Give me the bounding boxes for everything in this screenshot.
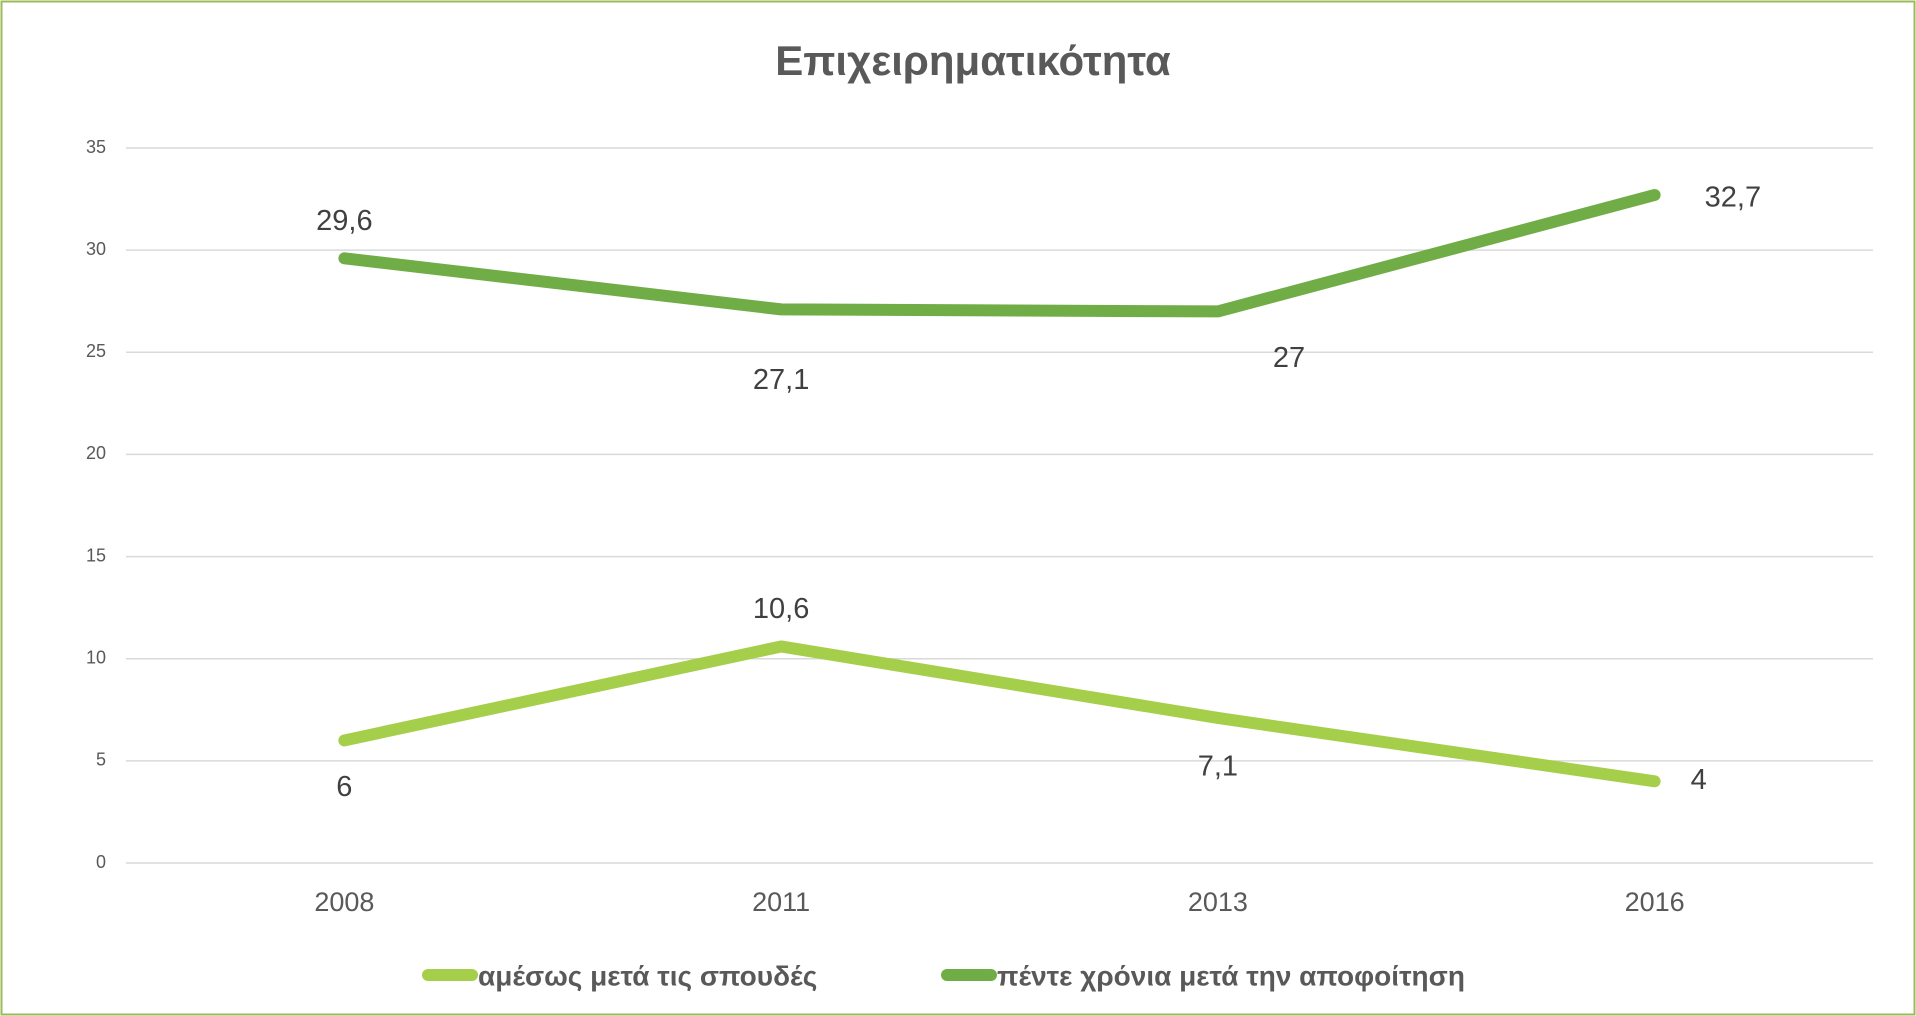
y-tick-label: 30	[86, 239, 106, 259]
x-tick-label: 2016	[1625, 887, 1685, 917]
legend-label: αμέσως μετά τις σπουδές	[478, 960, 817, 991]
x-tick-label: 2011	[752, 887, 810, 917]
data-label: 10,6	[753, 593, 809, 625]
data-label: 27,1	[753, 364, 809, 396]
data-label: 6	[336, 771, 352, 803]
legend-label: πέντε χρόνια μετά την αποφοίτηση	[997, 960, 1465, 991]
y-tick-label: 35	[86, 137, 106, 157]
y-tick-label: 25	[86, 341, 106, 361]
line-series	[338, 640, 1661, 788]
y-tick-label: 10	[86, 647, 106, 667]
line-series	[338, 188, 1661, 318]
x-tick-label: 2008	[314, 887, 374, 917]
data-label: 27	[1273, 342, 1305, 374]
chart-title: Επιχειρηματικότητα	[775, 37, 1171, 84]
data-label: 32,7	[1705, 182, 1761, 214]
y-tick-label: 5	[96, 750, 106, 770]
data-label: 29,6	[316, 205, 372, 237]
y-tick-label: 20	[86, 443, 106, 463]
y-tick-label: 0	[96, 852, 106, 872]
x-tick-label: 2013	[1188, 887, 1248, 917]
y-tick-label: 15	[86, 545, 106, 565]
data-label: 4	[1691, 764, 1707, 796]
data-label: 7,1	[1198, 751, 1238, 783]
